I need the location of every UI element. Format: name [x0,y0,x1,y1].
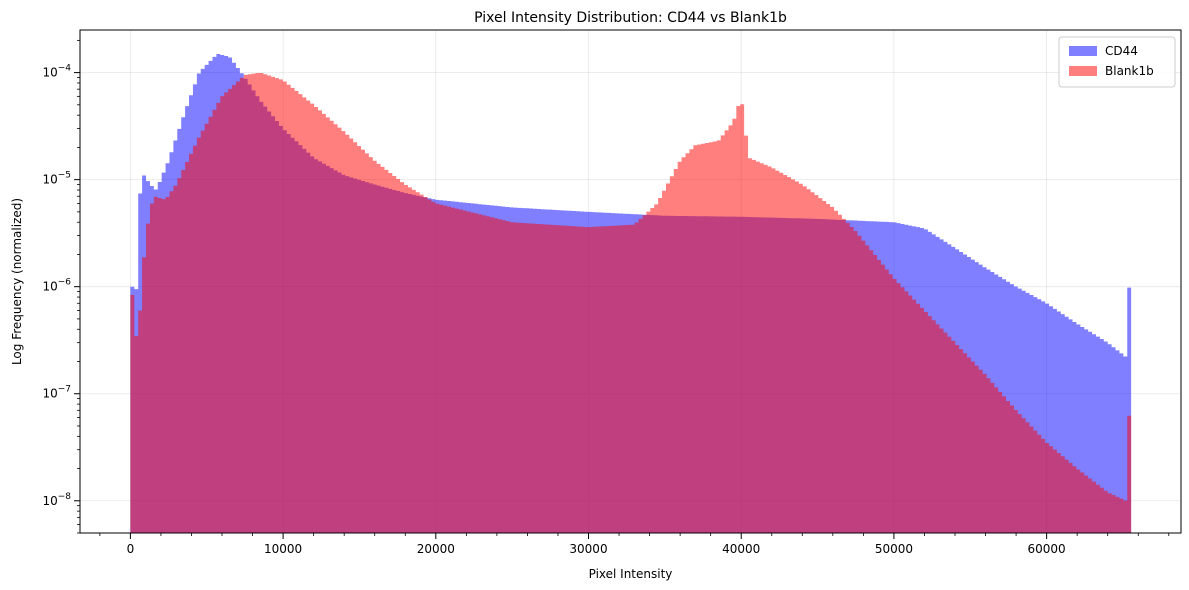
legend-label-blank1b: Blank1b [1105,64,1154,78]
legend: CD44 Blank1b [1058,36,1176,88]
x-tick-label: 30000 [569,542,607,556]
y-axis-label: Log Frequency (normalized) [10,198,24,365]
y-axis-ticks: 10−8 10−7 10−6 10−5 10−4 [42,39,80,534]
y-tick-label: 10−8 [42,492,71,508]
x-axis-ticks: 0 10000 20000 30000 40000 50000 60000 [99,533,1170,556]
x-tick-label: 50000 [875,542,913,556]
y-tick-label: 10−6 [42,278,71,294]
histogram-bars [130,53,1132,533]
x-axis-label: Pixel Intensity [589,567,673,581]
x-tick-label: 40000 [722,542,760,556]
chart-title: Pixel Intensity Distribution: CD44 vs Bl… [474,10,787,26]
y-tick-label: 10−5 [42,171,71,187]
y-tick-label: 10−7 [42,385,71,401]
plot-frame [79,29,1182,534]
histogram-series-blank1b [130,72,1132,533]
x-tick-label: 20000 [417,542,455,556]
x-tick-label: 0 [127,542,135,556]
x-tick-label: 10000 [264,542,302,556]
legend-swatch-cd44 [1069,46,1097,56]
y-tick-label: 10−4 [42,64,71,80]
legend-label-cd44: CD44 [1105,44,1138,58]
x-tick-label: 60000 [1028,542,1066,556]
legend-swatch-blank1b [1069,66,1097,76]
